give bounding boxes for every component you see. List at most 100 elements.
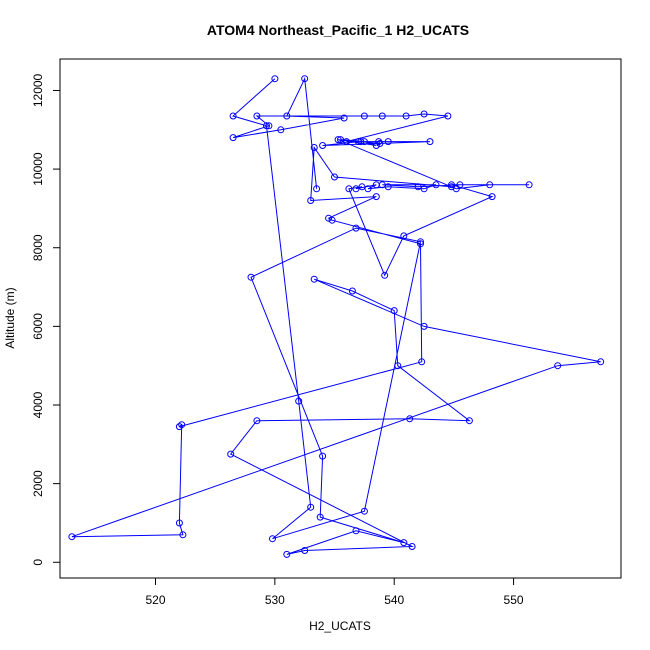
x-tick-label: 550: [504, 593, 524, 607]
data-point: [352, 527, 360, 535]
data-point: [400, 232, 408, 240]
data-point: [417, 240, 424, 248]
data-point: [179, 531, 187, 539]
data-point: [372, 142, 380, 149]
data-point: [307, 197, 315, 204]
y-tick-label: 8000: [31, 234, 45, 261]
data-point: [384, 138, 392, 146]
data-point: [352, 224, 360, 232]
data-point: [360, 138, 368, 146]
data-point: [316, 513, 324, 521]
data-point: [253, 112, 261, 120]
data-point: [420, 110, 428, 118]
data-point: [348, 287, 356, 295]
data-point: [265, 122, 273, 130]
data-point: [418, 358, 426, 366]
data-point: [247, 273, 255, 281]
data-point: [328, 216, 336, 224]
data-point: [175, 423, 183, 431]
data-point: [358, 183, 366, 191]
x-tick-label: 530: [265, 593, 285, 607]
y-tick-label: 10000: [31, 152, 45, 186]
y-axis: 0 2000 4000 6000 8000 10000 12000: [31, 73, 61, 566]
data-point: [331, 173, 338, 181]
data-point: [229, 112, 237, 120]
data-point: [301, 75, 309, 83]
data-points: [68, 75, 605, 558]
data-point: [263, 122, 270, 130]
data-point: [277, 126, 285, 134]
data-point: [432, 181, 440, 189]
data-point: [486, 181, 494, 189]
data-point: [426, 138, 434, 146]
data-point: [271, 75, 279, 83]
data-point: [357, 138, 365, 146]
data-point: [525, 181, 533, 189]
data-point: [597, 358, 605, 366]
data-point: [372, 193, 380, 201]
data-point: [394, 362, 402, 370]
data-point: [295, 397, 303, 405]
data-point: [406, 415, 414, 423]
data-point: [253, 417, 261, 425]
data-point: [229, 134, 237, 142]
data-point: [381, 271, 389, 279]
data-point: [378, 181, 386, 189]
data-point: [283, 112, 291, 120]
x-tick-label: 540: [384, 593, 404, 607]
data-point: [227, 450, 235, 458]
data-point: [448, 183, 455, 191]
y-tick-label: 6000: [31, 313, 45, 340]
y-tick-label: 4000: [31, 391, 45, 418]
data-point: [360, 507, 368, 515]
data-point: [175, 519, 183, 527]
data-point: [378, 112, 386, 120]
data-point: [384, 183, 392, 191]
data-point: [334, 136, 342, 144]
data-point: [310, 275, 318, 283]
data-point: [420, 322, 428, 330]
x-axis-label: H2_UCATS: [309, 619, 371, 633]
data-point: [68, 533, 76, 541]
data-point: [352, 185, 360, 193]
series: [71, 76, 601, 555]
data-point: [444, 112, 452, 120]
x-tick-label: 520: [145, 593, 165, 607]
y-axis-label: Altitude (m): [3, 287, 17, 348]
data-point: [337, 136, 344, 144]
data-point: [488, 193, 496, 201]
data-point: [319, 142, 327, 149]
data-point: [448, 181, 455, 189]
series-line: [71, 76, 601, 555]
data-point: [465, 417, 473, 425]
data-point: [269, 535, 276, 543]
y-tick-label: 0: [31, 559, 45, 566]
data-point: [313, 185, 321, 193]
x-axis: 520 530 540 550: [145, 577, 524, 607]
data-point: [420, 185, 428, 193]
data-point: [178, 421, 186, 429]
data-point: [456, 181, 464, 189]
data-point: [319, 452, 327, 460]
data-point: [414, 183, 422, 191]
data-point: [364, 185, 372, 193]
data-point: [408, 543, 416, 550]
data-point: [417, 238, 424, 246]
data-point: [554, 362, 562, 370]
y-tick-label: 2000: [31, 470, 45, 497]
data-point: [310, 144, 318, 151]
data-point: [343, 138, 350, 146]
data-point: [360, 112, 368, 120]
data-point: [402, 112, 410, 120]
data-point: [390, 307, 398, 315]
data-point: [307, 503, 315, 511]
data-point: [376, 140, 384, 147]
data-point: [325, 214, 333, 222]
data-point: [301, 547, 309, 554]
chart-title: ATOM4 Northeast_Pacific_1 H2_UCATS: [207, 22, 469, 38]
y-tick-label: 12000: [31, 73, 45, 107]
data-point: [340, 114, 348, 122]
data-point: [283, 550, 291, 558]
data-point: [400, 539, 408, 547]
